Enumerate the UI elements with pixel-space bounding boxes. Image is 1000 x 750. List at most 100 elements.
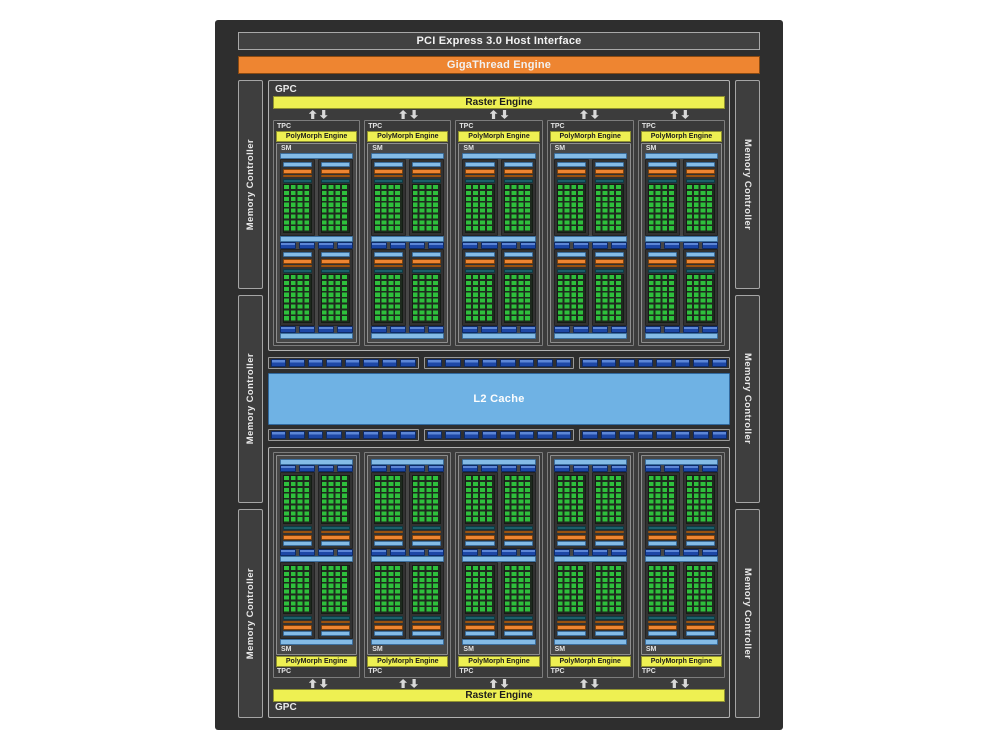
core-grid	[685, 565, 716, 614]
warp-scheduler-bar	[283, 534, 313, 540]
texture-unit-segment	[428, 549, 445, 556]
register-file-bar	[503, 178, 533, 183]
polymorph-engine-bar: PolyMorph Engine	[367, 656, 449, 667]
texture-unit-segment	[371, 465, 388, 472]
texture-unit-segment	[337, 549, 354, 556]
instruction-buffer-bar	[412, 631, 442, 636]
raster-engine-bar: Raster Engine	[273, 689, 725, 702]
texture-unit-segment	[390, 242, 407, 249]
tpc-block: TPC PolyMorph Engine SM	[637, 120, 726, 346]
dispatch-units-bar	[685, 265, 716, 267]
tpc-label: TPC	[459, 123, 474, 130]
arrow-pair	[363, 679, 453, 688]
arrow-pair	[635, 110, 725, 119]
register-file-bar	[685, 268, 716, 273]
texture-units-row	[371, 242, 445, 249]
instruction-buffer-bar	[412, 252, 442, 257]
sm-processing-block	[409, 472, 445, 549]
instruction-buffer-bar	[321, 631, 351, 636]
sm-processing-block	[318, 472, 354, 549]
core-grid	[685, 475, 716, 524]
instruction-cache-bar	[371, 639, 445, 645]
gpc-top: GPC Raster Engine TPC PolyMorph Engine SM TPC…	[268, 80, 730, 351]
texture-units-row	[553, 465, 627, 472]
sm-block: SM	[640, 143, 723, 343]
warp-scheduler-bar	[594, 168, 624, 174]
down-arrow-icon	[500, 110, 509, 119]
rop-segment	[537, 359, 553, 367]
sm-block: SM	[458, 143, 540, 343]
register-file-bar	[374, 525, 404, 530]
rop-segment	[307, 431, 324, 439]
texture-unit-segment	[409, 549, 426, 556]
core-grid	[594, 475, 624, 524]
sm-processing-block	[318, 249, 354, 326]
memory-controller-block: Memory Controller	[735, 294, 760, 504]
instruction-buffer-bar	[412, 541, 442, 546]
register-file-bar	[556, 525, 586, 530]
texture-unit-segment	[553, 465, 570, 472]
instruction-buffer-bar	[283, 631, 313, 636]
sm-processing-block	[409, 562, 445, 639]
rop-segment	[344, 359, 361, 367]
sm-processing-block	[462, 562, 498, 639]
rop-segment	[656, 359, 672, 367]
warp-scheduler-bar	[465, 624, 495, 630]
register-file-bar	[594, 525, 624, 530]
l1-cache-bar	[280, 459, 354, 465]
dispatch-units-bar	[685, 621, 716, 623]
sm-body	[462, 153, 536, 339]
register-file-bar	[594, 268, 624, 273]
rop-segment	[555, 431, 572, 439]
warp-scheduler-bar	[465, 168, 495, 174]
memory-controller-column-left: Memory Controller Memory Controller Memory…	[238, 80, 263, 719]
dispatch-units-bar	[283, 531, 313, 533]
warp-scheduler-bar	[321, 534, 351, 540]
memory-controller-block: Memory Controller	[238, 80, 263, 289]
sm-block: SM	[367, 143, 449, 343]
arrow-pair	[635, 679, 725, 688]
sm-body	[371, 153, 445, 339]
texture-unit-segment	[701, 549, 718, 556]
memory-controller-label: Memory Controller	[245, 138, 256, 230]
dispatch-units-bar	[465, 175, 495, 177]
sm-block-pair	[462, 159, 536, 236]
instruction-buffer-bar	[647, 162, 677, 167]
instruction-buffer-bar	[374, 631, 404, 636]
dispatch-units-bar	[374, 621, 404, 623]
dispatch-units-bar	[374, 175, 404, 177]
dispatch-units-bar	[374, 265, 404, 267]
dispatch-units-bar	[321, 531, 351, 533]
instruction-cache-bar	[280, 639, 354, 645]
warp-scheduler-bar	[465, 258, 495, 264]
texture-unit-segment	[663, 242, 680, 249]
texture-unit-segment	[481, 242, 498, 249]
instruction-buffer-bar	[647, 541, 677, 546]
texture-unit-segment	[299, 549, 316, 556]
dispatch-units-bar	[556, 621, 586, 623]
shared-memory-bar	[553, 236, 627, 242]
gpc-label: GPC	[275, 702, 297, 713]
memory-controller-block: Memory Controller	[735, 80, 760, 289]
texture-unit-segment	[572, 549, 589, 556]
sm-block-pair	[462, 472, 536, 549]
texture-unit-segment	[701, 465, 718, 472]
sm-label: SM	[281, 145, 292, 152]
memory-controller-label: Memory Controller	[742, 353, 753, 445]
down-arrow-icon	[681, 679, 690, 688]
sm-body	[462, 459, 536, 645]
up-arrow-icon	[489, 679, 498, 688]
core-grid	[594, 184, 624, 233]
rop-segment	[637, 431, 654, 439]
texture-unit-segment	[409, 242, 426, 249]
warp-scheduler-bar	[412, 534, 442, 540]
memory-controller-column-right: Memory Controller Memory Controller Memory…	[735, 80, 760, 719]
dispatch-units-bar	[685, 531, 716, 533]
warp-scheduler-bar	[503, 534, 533, 540]
texture-unit-segment	[610, 242, 627, 249]
instruction-buffer-bar	[556, 631, 586, 636]
texture-unit-segment	[644, 549, 661, 556]
sm-processing-block	[553, 159, 589, 236]
memory-controller-label: Memory Controller	[245, 353, 256, 445]
up-arrow-icon	[308, 110, 317, 119]
